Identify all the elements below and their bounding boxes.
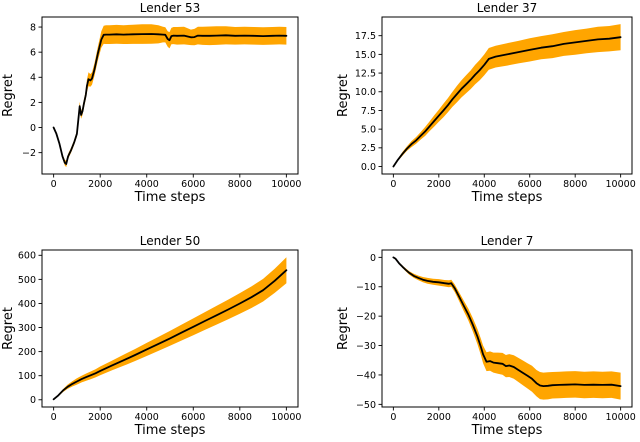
chart-svg: 0 2000 4000 6000 8000 10000 0 −10 −20 −30 −40 −50 Le… [336, 234, 636, 438]
x-tick-label: 10000 [271, 179, 301, 190]
plot-title: Lender 7 [481, 234, 534, 248]
plot-lender-53: 0 2000 4000 6000 8000 10000 −2 0 2 4 6 8 Lender 53 Ti… [0, 0, 320, 221]
plot-title: Lender 37 [477, 1, 537, 15]
y-axis-label: Regret [336, 74, 351, 117]
plot-lender-37: 0 2000 4000 6000 8000 10000 0.0 2.5 5.0 7.5 10.0 12… [320, 0, 640, 221]
y-tick-label: −40 [356, 370, 376, 381]
chart-svg: 0 2000 4000 6000 8000 10000 0.0 2.5 5.0 7.5 10.0 12… [336, 1, 636, 205]
plot-title: Lender 53 [140, 1, 200, 15]
y-tick-label: 0 [30, 395, 36, 406]
y-tick-label: 100 [18, 371, 36, 382]
x-tick-label: 8000 [228, 179, 252, 190]
x-tick-label: 6000 [518, 179, 542, 190]
regret-line [52, 269, 288, 401]
confidence-band [393, 24, 621, 167]
axes-box [381, 249, 633, 408]
y-tick-label: 2.5 [361, 143, 376, 154]
x-tick-label: 6000 [181, 412, 205, 423]
y-tick-label: 2 [30, 98, 36, 109]
x-tick-label: 2000 [88, 179, 112, 190]
x-tick-label: 0 [51, 412, 57, 423]
confidence-band [393, 257, 621, 400]
y-tick-label: 4 [30, 73, 36, 84]
x-axis-label: Time steps [134, 423, 206, 438]
regret-line [392, 36, 622, 168]
y-tick-label: 400 [18, 299, 36, 310]
x-tick-label: 4000 [472, 179, 496, 190]
y-tick-label: 0 [370, 253, 376, 264]
y-tick-label: −20 [356, 312, 376, 323]
x-tick-label: 2000 [427, 412, 451, 423]
axes-box [41, 16, 299, 175]
plot-title: Lender 50 [140, 234, 200, 248]
regret-line [52, 33, 288, 165]
x-tick-label: 4000 [135, 179, 159, 190]
plot-lender-50: 0 2000 4000 6000 8000 10000 0 100 200 300 400 500 60… [0, 221, 320, 442]
x-axis-label: Time steps [134, 190, 206, 205]
x-tick-label: 4000 [472, 412, 496, 423]
plot-lender-7: 0 2000 4000 6000 8000 10000 0 −10 −20 −30 −40 −50 Le… [320, 221, 640, 442]
x-tick-label: 8000 [228, 412, 252, 423]
x-axis-label: Time steps [471, 190, 543, 205]
x-tick-label: 6000 [518, 412, 542, 423]
y-tick-label: 17.5 [355, 31, 376, 42]
x-tick-label: 0 [390, 412, 396, 423]
x-tick-label: 4000 [135, 412, 159, 423]
regret-line [392, 256, 622, 388]
y-axis-label: Regret [1, 307, 16, 350]
axes-box [41, 249, 299, 408]
y-tick-label: −30 [356, 341, 376, 352]
y-tick-label: 0.0 [361, 162, 376, 173]
x-tick-label: 6000 [181, 179, 205, 190]
y-tick-label: 15.0 [355, 50, 376, 61]
y-tick-label: 5.0 [361, 125, 376, 136]
y-tick-label: 7.5 [361, 106, 376, 117]
y-tick-label: 200 [18, 347, 36, 358]
y-tick-label: 500 [18, 275, 36, 286]
x-tick-label: 10000 [606, 412, 636, 423]
confidence-band [53, 24, 287, 168]
x-tick-label: 2000 [427, 179, 451, 190]
x-tick-label: 8000 [563, 179, 587, 190]
x-tick-label: 0 [390, 179, 396, 190]
y-tick-label: −10 [356, 282, 376, 293]
x-tick-label: 10000 [606, 179, 636, 190]
y-tick-label: 10.0 [355, 87, 376, 98]
y-tick-label: 6 [30, 48, 36, 59]
y-tick-label: −2 [22, 148, 36, 159]
y-tick-label: 12.5 [355, 68, 376, 79]
y-tick-label: 600 [18, 251, 36, 262]
chart-svg: 0 2000 4000 6000 8000 10000 −2 0 2 4 6 8 Lender 53 Ti… [1, 1, 301, 205]
confidence-band [53, 257, 287, 400]
chart-svg: 0 2000 4000 6000 8000 10000 0 100 200 300 400 500 60… [1, 234, 301, 438]
x-tick-label: 0 [51, 179, 57, 190]
y-axis-label: Regret [336, 307, 351, 350]
axes-box [381, 16, 633, 175]
y-tick-label: 0 [30, 123, 36, 134]
x-tick-label: 10000 [271, 412, 301, 423]
y-tick-label: 8 [30, 22, 36, 33]
y-axis-label: Regret [1, 74, 16, 117]
x-axis-label: Time steps [471, 423, 543, 438]
y-tick-label: 300 [18, 323, 36, 334]
x-tick-label: 8000 [563, 412, 587, 423]
x-tick-label: 2000 [88, 412, 112, 423]
y-tick-label: −50 [356, 400, 376, 411]
